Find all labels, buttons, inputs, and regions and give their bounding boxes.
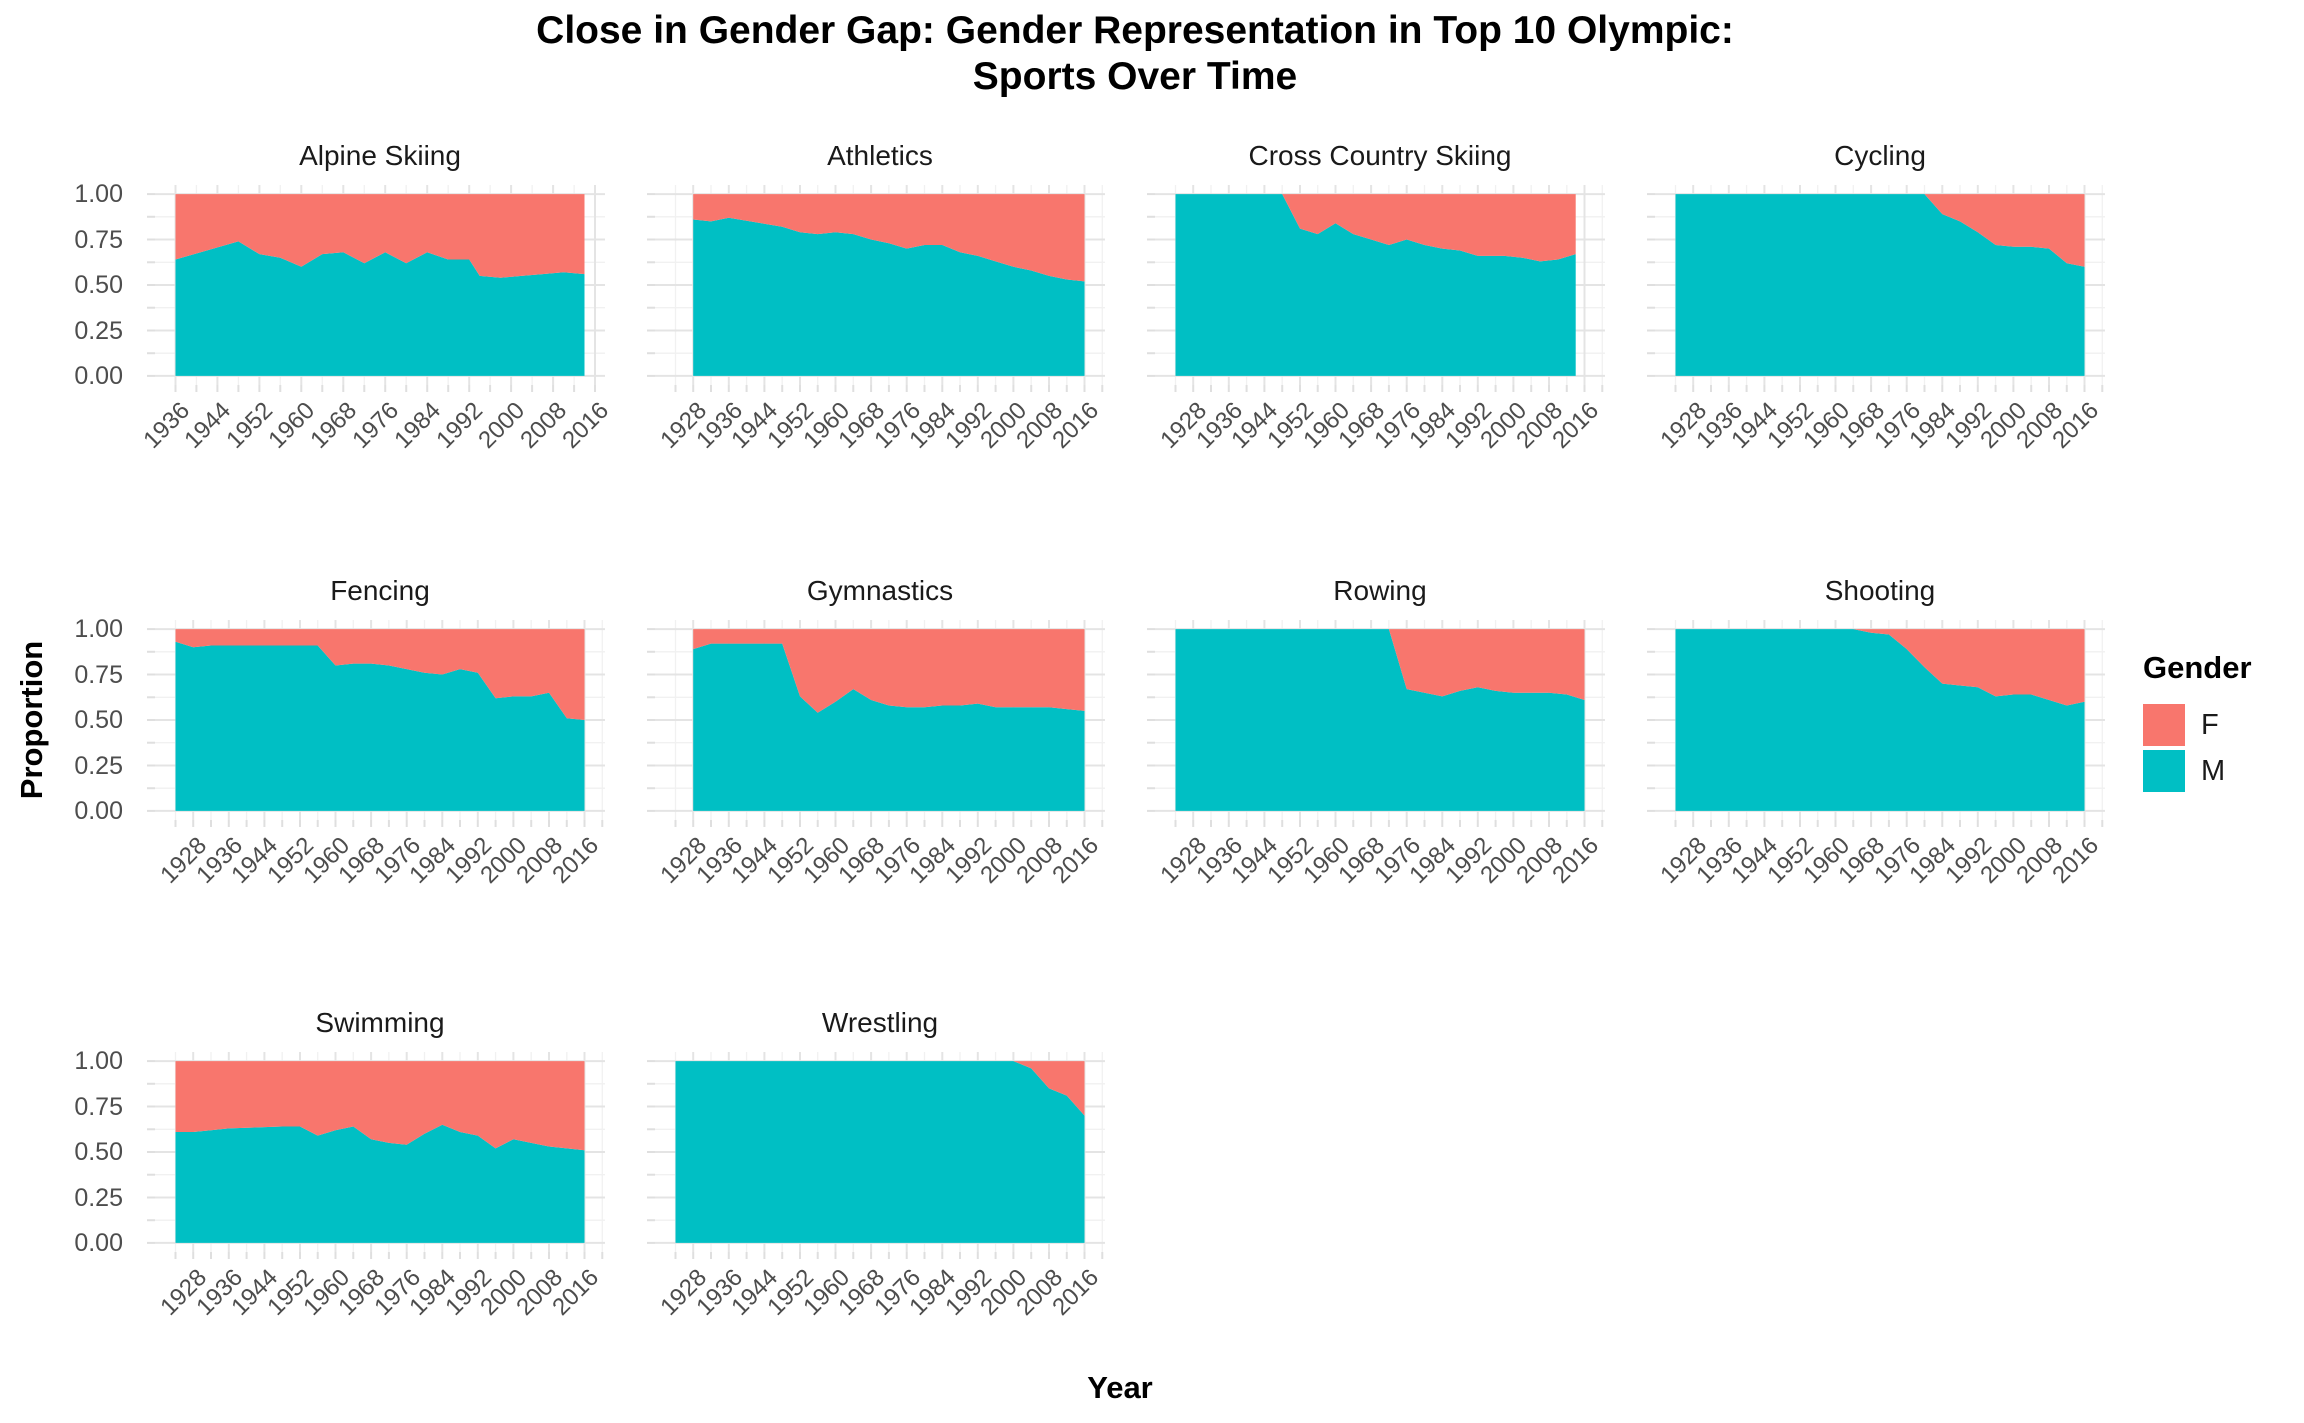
- facet-chart-alpine-skiing: [147, 185, 605, 392]
- legend-item-female: F: [2143, 704, 2252, 746]
- legend-title: Gender: [2143, 650, 2252, 685]
- facet-chart-cycling: [1647, 185, 2105, 392]
- swimming-male-area: [175, 1124, 585, 1243]
- y-tick-label: 0.75: [74, 660, 123, 689]
- facet-chart-rowing: [1147, 620, 1605, 827]
- chart-title-line1: Close in Gender Gap: Gender Representati…: [536, 9, 1734, 52]
- y-tick-label: 0.25: [74, 316, 123, 345]
- cycling-female-area: [1924, 194, 2085, 267]
- facet-title-gymnastics: Gymnastics: [806, 575, 954, 606]
- y-tick-label: 0.50: [74, 706, 123, 734]
- facet-title-fencing: Fencing: [330, 575, 430, 606]
- y-tick-label: 0.75: [74, 1092, 123, 1121]
- x-axis-title: Year: [1087, 1370, 1153, 1405]
- cross-country-skiing-male-area: [1175, 194, 1576, 376]
- facet-chart-gymnastics: [647, 620, 1105, 827]
- gymnastics-male-area: [693, 643, 1085, 811]
- y-tick-label: 0.50: [74, 271, 123, 299]
- facet-chart-swimming: [147, 1052, 605, 1259]
- y-tick-label: 0.25: [74, 1183, 123, 1212]
- chart-title-line2: Sports Over Time: [972, 54, 1298, 98]
- wrestling-female-area: [1013, 1061, 1085, 1116]
- legend-label-female: F: [2201, 708, 2219, 741]
- facet-chart-cross-country-skiing: [1147, 185, 1605, 392]
- rowing-male-area: [1175, 629, 1585, 811]
- y-tick-label: 1.00: [74, 180, 123, 209]
- athletics-male-area: [693, 217, 1085, 376]
- gymnastics-female-area: [693, 629, 1085, 713]
- alpine-skiing-male-area: [175, 241, 585, 376]
- alpine-skiing-female-area: [175, 194, 585, 278]
- fencing-female-area: [175, 629, 585, 720]
- facet-chart-shooting: [1647, 620, 2105, 827]
- facet-title-shooting: Shooting: [1824, 575, 1936, 606]
- y-tick-label: 0.75: [74, 225, 123, 254]
- legend-label-male: M: [2201, 754, 2226, 787]
- facet-title-athletics: Athletics: [827, 140, 933, 171]
- y-tick-label: 1.00: [74, 1047, 123, 1076]
- chart-title: Close in Gender Gap: Gender Representati…: [0, 8, 2270, 99]
- legend-swatch-male-icon: [2143, 750, 2185, 792]
- y-tick-label: 0.00: [74, 1228, 123, 1257]
- y-tick-label: 0.50: [74, 1138, 123, 1166]
- shooting-male-area: [1675, 629, 2085, 811]
- legend-item-male: M: [2143, 750, 2252, 792]
- rowing-female-area: [1388, 629, 1585, 700]
- cross-country-skiing-female-area: [1282, 194, 1576, 262]
- facet-chart-athletics: [647, 185, 1105, 392]
- cycling-male-area: [1675, 194, 2085, 376]
- facet-title-rowing: Rowing: [1333, 575, 1427, 606]
- legend-swatch-female-icon: [2143, 704, 2185, 746]
- y-tick-label: 1.00: [74, 615, 123, 644]
- y-tick-label: 0.25: [74, 751, 123, 780]
- facet-title-alpine-skiing: Alpine Skiing: [299, 140, 461, 171]
- shooting-female-area: [1853, 629, 2085, 706]
- wrestling-male-area: [675, 1061, 1085, 1243]
- facet-title-swimming: Swimming: [315, 1007, 445, 1038]
- swimming-female-area: [175, 1061, 585, 1151]
- facet-chart-fencing: [147, 620, 605, 827]
- facet-chart-wrestling: [647, 1052, 1105, 1259]
- facet-title-wrestling: Wrestling: [821, 1007, 939, 1038]
- y-tick-label: 0.00: [74, 796, 123, 825]
- fencing-male-area: [175, 641, 585, 811]
- y-tick-label: 0.00: [74, 361, 123, 390]
- athletics-female-area: [693, 194, 1085, 282]
- legend: Gender F M: [2143, 650, 2252, 796]
- facet-title-cycling: Cycling: [1834, 140, 1926, 171]
- facet-title-cross-country-skiing: Cross Country Skiing: [1248, 140, 1512, 171]
